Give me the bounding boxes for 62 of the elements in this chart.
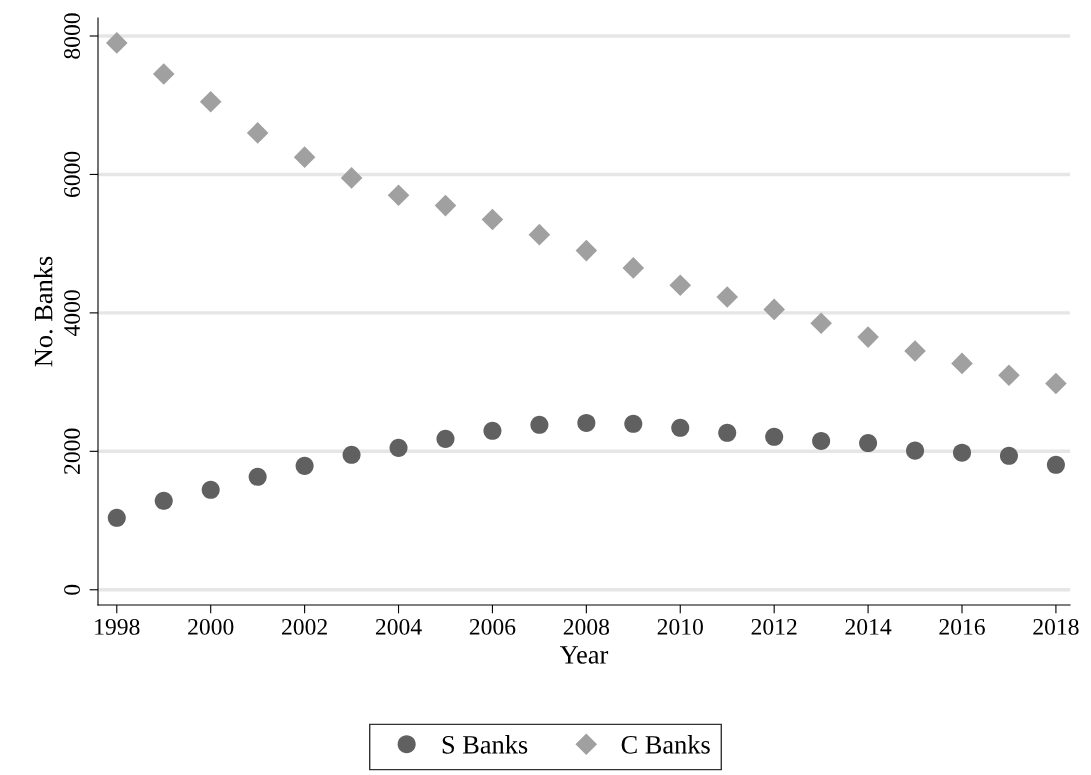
point [246, 122, 269, 144]
x-tick-label: 2006 [469, 618, 516, 635]
point [575, 239, 598, 262]
point [718, 423, 737, 442]
point [528, 223, 551, 246]
y-axis-title: No. Banks [33, 256, 53, 367]
point [1045, 372, 1067, 395]
point [810, 312, 832, 335]
point [622, 257, 645, 279]
point [342, 445, 361, 464]
point [952, 443, 972, 462]
point [1046, 455, 1065, 474]
y-tick-label: 8000 [64, 13, 81, 59]
legend-label: S Banks [442, 735, 528, 754]
point [105, 32, 128, 54]
point [951, 352, 973, 375]
point [483, 421, 502, 440]
x-tick-label: 2012 [751, 618, 797, 635]
point [624, 414, 643, 433]
point [906, 441, 925, 460]
point [436, 429, 455, 448]
legend-label: C Banks [621, 735, 710, 754]
point [295, 456, 314, 475]
x-tick-label: 2008 [563, 618, 610, 635]
point [765, 427, 784, 446]
x-tick-label: 1998 [95, 618, 140, 635]
point [669, 274, 692, 296]
y-tick-label: 0 [64, 584, 81, 595]
point [716, 286, 739, 308]
x-tick-label: 2014 [845, 618, 892, 635]
point [530, 415, 549, 434]
point [201, 480, 220, 499]
point [904, 340, 926, 362]
y-tick-label: 6000 [64, 151, 81, 198]
point [199, 90, 222, 113]
point [154, 491, 173, 510]
point [389, 438, 408, 457]
point [857, 326, 879, 348]
x-tick-label: 2018 [1033, 618, 1079, 635]
point [152, 63, 175, 85]
x-tick-label: 2002 [282, 618, 327, 635]
x-tick-label: 2016 [939, 618, 985, 635]
x-tick-label: 2010 [657, 618, 703, 635]
point [434, 194, 457, 217]
point [248, 467, 267, 486]
point [671, 418, 690, 437]
point [293, 146, 316, 168]
point [481, 208, 504, 231]
point [107, 508, 126, 527]
x-tick-label: 2000 [188, 618, 234, 635]
y-tick-label: 4000 [64, 290, 81, 337]
point [812, 431, 831, 450]
x-tick-label: 2004 [375, 618, 422, 635]
point [340, 167, 363, 189]
point [999, 446, 1018, 465]
x-axis-title: Year [559, 646, 609, 664]
y-tick-label: 2000 [64, 428, 81, 474]
point [859, 433, 878, 453]
point [998, 364, 1020, 386]
point [387, 184, 410, 207]
point [763, 298, 785, 321]
point [577, 413, 596, 432]
